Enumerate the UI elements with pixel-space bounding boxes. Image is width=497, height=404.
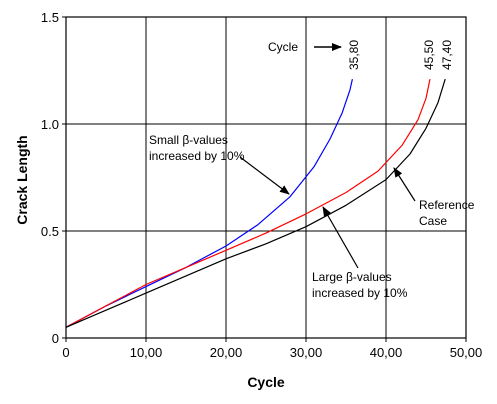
x-tick-label: 10,00 xyxy=(130,345,163,360)
x-tick-label: 50,00 xyxy=(450,345,483,360)
cycle-annotation: Cycle xyxy=(268,40,298,54)
reference-annotation-line2: Case xyxy=(419,214,447,228)
x-tick-label: 30,00 xyxy=(290,345,323,360)
end-label-reference: 47,40 xyxy=(440,40,454,70)
y-tick-label: 1.0 xyxy=(41,117,59,132)
y-axis-title: Crack Length xyxy=(14,135,30,224)
x-axis-title: Cycle xyxy=(247,374,285,390)
plot-frame xyxy=(65,16,467,339)
series-lines xyxy=(65,78,446,328)
series-line-large-beta xyxy=(65,78,431,328)
tick-labels: 0 10,00 20,00 30,00 40,00 50,00 0 0.5 1.0 1.5 xyxy=(41,10,482,360)
reference-annotation-line1: Reference xyxy=(419,198,475,212)
end-label-large-beta: 45,50 xyxy=(422,40,436,70)
y-tick-label: 1.5 xyxy=(41,10,59,25)
end-label-small-beta: 35,80 xyxy=(347,40,361,70)
x-tick-label: 0 xyxy=(62,345,69,360)
x-tick-label: 20,00 xyxy=(210,345,243,360)
y-tick-label: 0.5 xyxy=(41,224,59,239)
small-beta-arrow xyxy=(239,156,290,195)
large-beta-arrow xyxy=(322,206,359,269)
large-beta-annotation-line1: Large β-values xyxy=(312,270,392,284)
large-beta-annotation-line2: increased by 10% xyxy=(312,286,408,300)
reference-arrow xyxy=(393,167,416,202)
small-beta-annotation-line2: increased by 10% xyxy=(149,149,245,163)
x-tick-label: 40,00 xyxy=(370,345,403,360)
series-line-small-beta xyxy=(65,78,353,328)
small-beta-annotation-line1: Small β-values xyxy=(149,133,228,147)
series-line-reference xyxy=(65,78,446,328)
y-tick-label: 0 xyxy=(52,331,59,346)
